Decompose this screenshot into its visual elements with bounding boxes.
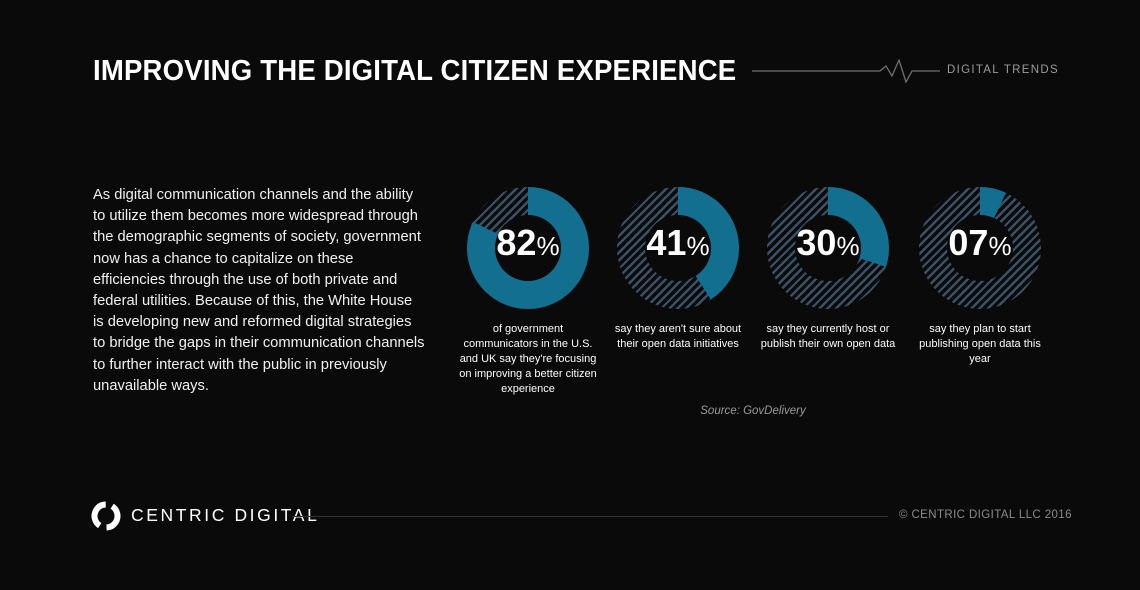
copyright-text: © CENTRIC DIGITAL LLC 2016 [899,509,1072,521]
donut-caption: say they aren't sure about their open da… [614,323,742,350]
donut-value: 41 % [617,187,739,309]
donut-number: 30 [796,222,837,263]
stat-block-07: 07 % say they plan to start publishing o… [900,187,1060,367]
donut-chart-30: 30 % [767,187,889,309]
stat-block-41: 41 % say they aren't sure about their op… [598,187,758,352]
stat-block-82: 82 % of government communicators in the … [448,187,608,397]
donut-chart-41: 41 % [617,187,739,309]
percent-sign: % [988,231,1012,261]
brand-name: CENTRIC DIGITAL [131,505,320,525]
heartbeat-icon [752,59,940,83]
donut-number: 07 [948,222,989,263]
donut-number: 82 [496,222,537,263]
intro-paragraph: As digital communication channels and th… [93,187,425,394]
donut-caption: of government communicators in the U.S. … [459,323,597,395]
donut-chart-82: 82 % [467,187,589,309]
source-attribution: Source: GovDelivery [700,405,806,417]
page-title: IMPROVING THE DIGITAL CITIZEN EXPERIENCE [93,55,737,87]
donut-number: 41 [646,222,687,263]
stat-block-30: 30 % say they currently host or publish … [748,187,908,352]
donut-chart-07: 07 % [919,187,1041,309]
percent-sign: % [536,231,560,261]
donut-value: 07 % [919,187,1041,309]
donut-value: 30 % [767,187,889,309]
percent-sign: % [686,231,710,261]
digital-trends-label: DIGITAL TRENDS [947,64,1059,76]
donut-caption: say they currently host or publish their… [760,323,896,350]
percent-sign: % [836,231,860,261]
donut-caption: say they plan to start publishing open d… [919,323,1041,365]
donut-value: 82 % [467,187,589,309]
footer-divider [292,516,888,517]
brand-logo-icon [91,501,121,531]
